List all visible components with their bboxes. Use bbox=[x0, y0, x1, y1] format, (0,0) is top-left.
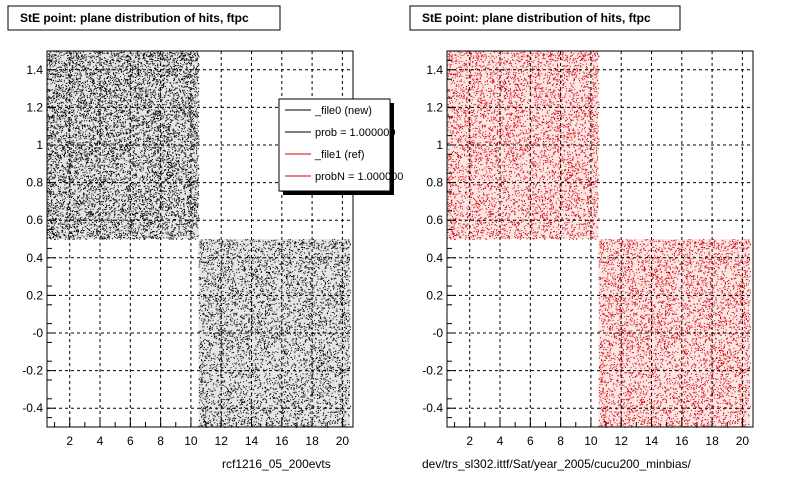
y-tick-label: 1.2 bbox=[426, 100, 443, 114]
x-tick-label: 10 bbox=[184, 434, 198, 448]
hit-points-region-1 bbox=[447, 51, 600, 240]
x-tick-label: 20 bbox=[736, 434, 750, 448]
hit-points-region-2 bbox=[198, 239, 351, 428]
legend-entry-label: _file1 (ref) bbox=[314, 149, 365, 161]
x-tick-label: 4 bbox=[497, 434, 504, 448]
plot-title: StE point: plane distribution of hits, f… bbox=[20, 11, 249, 25]
y-tick-label: 0.2 bbox=[426, 288, 443, 302]
y-tick-label: 1 bbox=[436, 138, 443, 152]
x-tick-label: 6 bbox=[127, 434, 134, 448]
y-tick-label: 1.4 bbox=[26, 63, 43, 77]
plot-title: StE point: plane distribution of hits, f… bbox=[422, 11, 651, 25]
plot-frame bbox=[446, 50, 754, 428]
axis-ticks bbox=[447, 59, 743, 427]
legend-entry-label: prob = 1.000000 bbox=[315, 127, 395, 139]
x-axis-label: rcf1216_05_200evts bbox=[222, 457, 331, 471]
y-tick-label: -0 bbox=[32, 326, 43, 340]
y-tick-label: 0.8 bbox=[426, 176, 443, 190]
plot-title-box: StE point: plane distribution of hits, f… bbox=[409, 5, 681, 31]
grid bbox=[447, 51, 753, 427]
title-frame bbox=[7, 5, 281, 31]
y-tick-label: 0.2 bbox=[26, 288, 43, 302]
y-tick-label: 0.6 bbox=[26, 213, 43, 227]
x-axis-label: dev/trs_sl302.ittf/Sat/year_2005/cucu200… bbox=[422, 457, 691, 471]
y-tick-label: 0.4 bbox=[426, 251, 443, 265]
x-tick-label: 12 bbox=[615, 434, 629, 448]
legend-entry-label: _file0 (new) bbox=[314, 105, 372, 117]
hit-points-region-1 bbox=[47, 51, 200, 240]
x-tick-label: 18 bbox=[305, 434, 319, 448]
x-tick-label: 2 bbox=[66, 434, 73, 448]
x-tick-label: 2 bbox=[466, 434, 473, 448]
y-tick-label: -0.2 bbox=[22, 364, 43, 378]
hit-points-region-2 bbox=[598, 239, 751, 428]
y-tick-label: 0.4 bbox=[26, 251, 43, 265]
legend-entry-label: probN = 1.000000 bbox=[315, 171, 403, 183]
x-tick-label: 16 bbox=[675, 434, 689, 448]
y-tick-label: 0.8 bbox=[26, 176, 43, 190]
x-tick-label: 20 bbox=[336, 434, 350, 448]
x-tick-label: 18 bbox=[705, 434, 719, 448]
x-tick-label: 14 bbox=[645, 434, 659, 448]
title-frame bbox=[409, 5, 681, 31]
y-tick-label: 1.4 bbox=[426, 63, 443, 77]
y-tick-label: -0.2 bbox=[422, 364, 443, 378]
x-tick-label: 8 bbox=[157, 434, 164, 448]
plot-panel-right: StE point: plane distribution of hits, f… bbox=[409, 5, 754, 471]
x-tick-label: 10 bbox=[584, 434, 598, 448]
plot-title-box: StE point: plane distribution of hits, f… bbox=[7, 5, 281, 31]
y-tick-label: -0.4 bbox=[422, 401, 443, 415]
y-tick-label: -0 bbox=[432, 326, 443, 340]
x-tick-label: 16 bbox=[275, 434, 289, 448]
x-tick-label: 6 bbox=[527, 434, 534, 448]
x-tick-label: 4 bbox=[97, 434, 104, 448]
y-tick-label: 1 bbox=[36, 138, 43, 152]
plot-frame bbox=[46, 50, 354, 428]
x-tick-label: 14 bbox=[245, 434, 259, 448]
legend: _file0 (new) prob = 1.000000 _file1 (ref) p… bbox=[278, 98, 403, 195]
y-tick-label: 0.6 bbox=[426, 213, 443, 227]
x-tick-label: 8 bbox=[557, 434, 564, 448]
y-tick-label: 1.2 bbox=[26, 100, 43, 114]
axis-ticks bbox=[47, 59, 343, 427]
x-tick-label: 12 bbox=[215, 434, 229, 448]
plot-panel-left: StE point: plane distribution of hits, f… bbox=[7, 5, 403, 471]
y-tick-label: -0.4 bbox=[22, 401, 43, 415]
